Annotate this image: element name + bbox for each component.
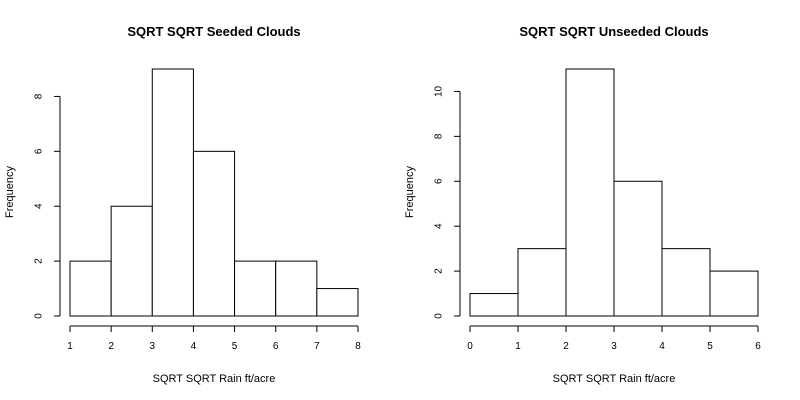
x-axis-label: SQRT SQRT Rain ft/acre [153,373,276,385]
y-tick-label: 8 [434,133,445,139]
y-tick-label: 2 [434,268,445,274]
x-tick-label: 5 [707,341,713,352]
y-tick-label: 6 [434,178,445,184]
histogram-bar [316,288,359,317]
x-tick-label: 4 [191,341,197,352]
chart-title: SQRT SQRT Unseeded Clouds [519,24,708,39]
histogram-bar [565,68,615,317]
x-tick-label: 5 [232,341,238,352]
y-axis: 0 2 4 6 8 10 [434,85,461,319]
histogram-bar [151,68,194,317]
x-tick-label: 4 [659,341,665,352]
y-axis-label: Frequency [404,166,416,218]
unseeded-clouds-panel: SQRT SQRT Unseeded Clouds SQRT SQRT Rain… [404,24,761,385]
histogram-bar [234,260,277,317]
x-axis-label: SQRT SQRT Rain ft/acre [553,373,676,385]
histogram-bar [709,270,759,317]
x-tick-label: 7 [314,341,320,352]
histogram-bar [517,248,567,317]
histogram-bar [192,150,236,317]
y-tick-label: 4 [34,203,45,209]
y-tick-label: 0 [34,313,45,319]
histogram-bar [275,260,318,317]
y-tick-label: 8 [34,93,45,99]
x-axis: 1 2 3 4 5 6 7 8 [67,325,361,352]
y-tick-label: 2 [34,258,45,264]
bars [69,68,359,317]
x-tick-label: 2 [108,341,114,352]
x-tick-label: 3 [611,341,617,352]
x-tick-label: 6 [755,341,761,352]
x-tick-label: 8 [355,341,361,352]
x-tick-label: 1 [67,341,73,352]
x-tick-label: 6 [273,341,279,352]
chart-title: SQRT SQRT Seeded Clouds [127,24,300,39]
histogram-bar [110,205,153,317]
histogram-bar [613,180,663,317]
bars [469,68,759,317]
x-axis: 0 1 2 3 4 5 6 [467,325,761,352]
histogram-bar [469,293,519,317]
x-tick-label: 1 [515,341,521,352]
y-tick-label: 0 [434,313,445,319]
y-tick-label: 4 [434,223,445,229]
histogram-bar [69,260,112,317]
histogram-bar [661,248,711,317]
y-tick-label: 10 [434,85,445,97]
x-tick-label: 3 [150,341,156,352]
y-axis: 0 2 4 6 8 [34,93,61,319]
x-tick-label: 2 [563,341,569,352]
y-axis-label: Frequency [4,166,16,218]
seeded-clouds-panel: SQRT SQRT Seeded Clouds SQRT SQRT Rain f… [4,24,361,385]
y-tick-label: 6 [34,148,45,154]
x-tick-label: 0 [467,341,473,352]
